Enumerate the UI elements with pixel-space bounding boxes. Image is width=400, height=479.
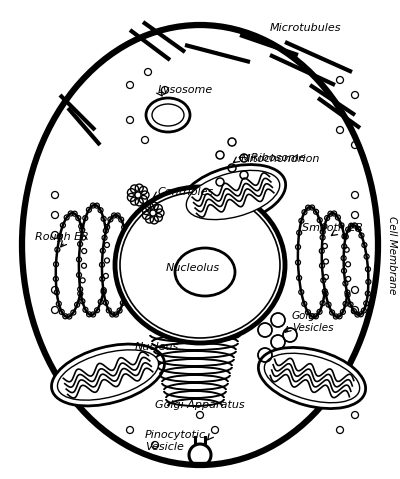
Ellipse shape — [264, 353, 360, 403]
Ellipse shape — [115, 187, 285, 343]
Ellipse shape — [58, 350, 158, 400]
Ellipse shape — [186, 171, 280, 219]
Text: Rough ER: Rough ER — [35, 232, 89, 242]
Text: Golgi Apparatus: Golgi Apparatus — [155, 400, 245, 410]
Text: Golgi
Vesicles: Golgi Vesicles — [292, 311, 334, 333]
Ellipse shape — [298, 207, 326, 317]
Ellipse shape — [52, 344, 164, 406]
Ellipse shape — [258, 347, 366, 409]
Text: Microtubules: Microtubules — [270, 23, 342, 33]
Text: Mitochondrion: Mitochondrion — [241, 154, 320, 164]
Ellipse shape — [175, 248, 235, 296]
Ellipse shape — [79, 205, 107, 315]
Text: ← Ribosome: ← Ribosome — [238, 153, 306, 163]
Ellipse shape — [344, 225, 368, 315]
Ellipse shape — [102, 215, 128, 315]
Ellipse shape — [322, 213, 348, 317]
Ellipse shape — [152, 104, 184, 126]
Text: Smooth ER: Smooth ER — [302, 223, 363, 233]
Ellipse shape — [120, 192, 280, 338]
Text: Nucleus: Nucleus — [135, 342, 179, 352]
Text: Cell Membrane: Cell Membrane — [387, 216, 397, 294]
Ellipse shape — [146, 98, 190, 132]
Text: Nucleolus: Nucleolus — [166, 263, 220, 273]
Ellipse shape — [56, 213, 84, 317]
Text: Lysosome: Lysosome — [158, 85, 213, 95]
Text: Pinocytotic
Vesicle: Pinocytotic Vesicle — [145, 430, 206, 452]
Text: Centrioles: Centrioles — [158, 187, 214, 197]
Ellipse shape — [180, 165, 286, 226]
Ellipse shape — [22, 25, 378, 465]
